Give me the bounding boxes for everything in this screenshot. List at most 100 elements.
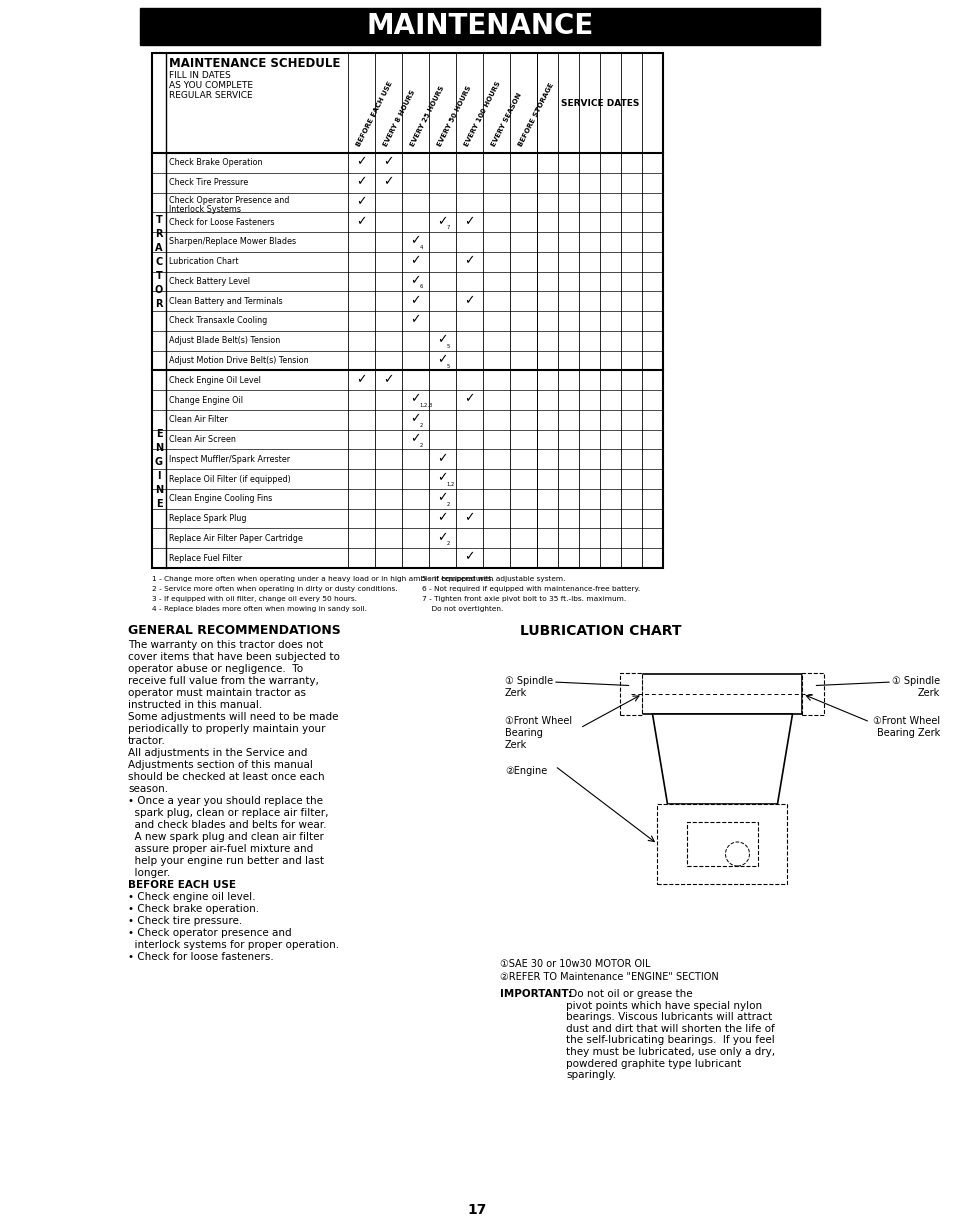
Text: ✓: ✓: [410, 413, 420, 425]
Text: ✓: ✓: [383, 156, 394, 168]
Text: SERVICE DATES: SERVICE DATES: [560, 98, 639, 108]
Text: REGULAR SERVICE: REGULAR SERVICE: [169, 91, 253, 99]
Text: help your engine run better and last: help your engine run better and last: [128, 856, 324, 866]
Text: assure proper air-fuel mixture and: assure proper air-fuel mixture and: [128, 844, 313, 853]
Text: Check Transaxle Cooling: Check Transaxle Cooling: [169, 317, 267, 325]
Text: Zerk: Zerk: [504, 740, 527, 750]
Text: Adjust Motion Drive Belt(s) Tension: Adjust Motion Drive Belt(s) Tension: [169, 356, 309, 365]
Bar: [152, 53, 662, 569]
Text: Check Operator Presence and: Check Operator Presence and: [169, 196, 289, 205]
Text: Clean Air Filter: Clean Air Filter: [169, 415, 228, 425]
Text: periodically to properly maintain your: periodically to properly maintain your: [128, 725, 325, 734]
Text: season.: season.: [128, 783, 168, 795]
Text: Check for Loose Fasteners: Check for Loose Fasteners: [169, 217, 274, 227]
Text: Inspect Muffler/Spark Arrester: Inspect Muffler/Spark Arrester: [169, 454, 290, 464]
Text: 2: 2: [419, 422, 422, 427]
Text: Adjustments section of this manual: Adjustments section of this manual: [128, 760, 313, 770]
Text: Do not oil or grease the
pivot points which have special nylon
bearings. Viscous: Do not oil or grease the pivot points wh…: [565, 989, 774, 1081]
Text: Bearing Zerk: Bearing Zerk: [876, 728, 939, 738]
Text: ✓: ✓: [410, 313, 420, 327]
Text: ②Engine: ②Engine: [504, 766, 547, 776]
Text: ✓: ✓: [383, 373, 394, 386]
Text: ✓: ✓: [410, 274, 420, 287]
Text: Replace Fuel Filter: Replace Fuel Filter: [169, 554, 242, 562]
Bar: [140, 9, 820, 45]
Text: IMPORTANT:: IMPORTANT:: [499, 989, 572, 1000]
Text: cover items that have been subjected to: cover items that have been subjected to: [128, 652, 339, 662]
Text: • Check engine oil level.: • Check engine oil level.: [128, 892, 255, 903]
Text: 5: 5: [446, 363, 450, 368]
Text: 6: 6: [419, 285, 422, 290]
Text: and check blades and belts for wear.: and check blades and belts for wear.: [128, 820, 326, 830]
Text: ✓: ✓: [436, 215, 447, 227]
Text: 5: 5: [446, 344, 450, 349]
Text: ✓: ✓: [355, 373, 366, 386]
Text: E
N
G
I
N
E: E N G I N E: [154, 430, 163, 510]
Text: operator abuse or negligence.  To: operator abuse or negligence. To: [128, 664, 303, 674]
Text: Interlock Systems: Interlock Systems: [169, 205, 241, 214]
Text: ✓: ✓: [464, 215, 475, 227]
Text: ✓: ✓: [436, 472, 447, 485]
Text: Adjust Blade Belt(s) Tension: Adjust Blade Belt(s) Tension: [169, 336, 280, 345]
Text: FILL IN DATES: FILL IN DATES: [169, 71, 231, 80]
Text: Zerk: Zerk: [504, 688, 527, 698]
Text: ✓: ✓: [355, 215, 366, 227]
Text: Some adjustments will need to be made: Some adjustments will need to be made: [128, 712, 338, 722]
Text: tractor.: tractor.: [128, 736, 166, 745]
Text: EVERY 8 HOURS: EVERY 8 HOURS: [382, 88, 416, 147]
Text: A new spark plug and clean air filter: A new spark plug and clean air filter: [128, 833, 323, 842]
Text: • Check brake operation.: • Check brake operation.: [128, 904, 259, 914]
Text: 7 - Tighten front axle pivot bolt to 35 ft.-lbs. maximum.: 7 - Tighten front axle pivot bolt to 35 …: [422, 596, 626, 602]
Text: Check Battery Level: Check Battery Level: [169, 278, 250, 286]
Text: Replace Air Filter Paper Cartridge: Replace Air Filter Paper Cartridge: [169, 534, 302, 543]
Text: Clean Engine Cooling Fins: Clean Engine Cooling Fins: [169, 495, 272, 503]
Text: 4 - Replace blades more often when mowing in sandy soil.: 4 - Replace blades more often when mowin…: [152, 605, 367, 612]
Bar: [619, 673, 641, 715]
Text: 2 - Service more often when operating in dirty or dusty conditions.: 2 - Service more often when operating in…: [152, 586, 397, 592]
Text: 2: 2: [446, 502, 450, 507]
Text: MAINTENANCE SCHEDULE: MAINTENANCE SCHEDULE: [169, 56, 340, 70]
Text: Check Engine Oil Level: Check Engine Oil Level: [169, 376, 260, 384]
Text: 7: 7: [446, 225, 450, 230]
Text: Replace Spark Plug: Replace Spark Plug: [169, 515, 246, 523]
Text: EVERY SEASON: EVERY SEASON: [490, 91, 522, 147]
Text: • Once a year you should replace the: • Once a year you should replace the: [128, 796, 323, 806]
Text: Change Engine Oil: Change Engine Oil: [169, 395, 243, 404]
Text: ✓: ✓: [410, 293, 420, 307]
Text: • Check tire pressure.: • Check tire pressure.: [128, 916, 242, 926]
Text: ✓: ✓: [410, 235, 420, 247]
Text: ✓: ✓: [436, 491, 447, 505]
Text: Clean Air Screen: Clean Air Screen: [169, 435, 235, 445]
Text: ✓: ✓: [464, 293, 475, 307]
Text: ✓: ✓: [436, 352, 447, 366]
Text: ✓: ✓: [436, 511, 447, 524]
Text: 1 - Change more often when operating under a heavy load or in high ambient tempe: 1 - Change more often when operating und…: [152, 576, 494, 582]
Text: ✓: ✓: [355, 156, 366, 168]
Text: ✓: ✓: [464, 393, 475, 405]
Text: EVERY 50 HOURS: EVERY 50 HOURS: [436, 85, 472, 147]
Text: ✓: ✓: [436, 452, 447, 465]
Text: Sharpen/Replace Mower Blades: Sharpen/Replace Mower Blades: [169, 237, 295, 247]
Text: longer.: longer.: [128, 868, 170, 878]
Text: ✓: ✓: [436, 333, 447, 346]
Text: ① Spindle: ① Spindle: [504, 675, 553, 686]
Text: ✓: ✓: [464, 254, 475, 268]
Text: The warranty on this tractor does not: The warranty on this tractor does not: [128, 640, 323, 650]
Bar: [657, 804, 786, 884]
Text: ✓: ✓: [383, 176, 394, 188]
Text: • Check operator presence and: • Check operator presence and: [128, 928, 292, 938]
Text: GENERAL RECOMMENDATIONS: GENERAL RECOMMENDATIONS: [128, 624, 340, 637]
Text: • Check for loose fasteners.: • Check for loose fasteners.: [128, 952, 274, 962]
Text: BEFORE EACH USE: BEFORE EACH USE: [128, 880, 235, 890]
Polygon shape: [652, 713, 792, 804]
Bar: [641, 674, 801, 713]
Text: All adjustments in the Service and: All adjustments in the Service and: [128, 748, 307, 758]
Text: 1,2,3: 1,2,3: [419, 403, 433, 408]
Text: BEFORE EACH USE: BEFORE EACH USE: [355, 80, 393, 147]
Text: 17: 17: [467, 1203, 486, 1217]
Text: Replace Oil Filter (if equipped): Replace Oil Filter (if equipped): [169, 474, 291, 484]
Text: MAINTENANCE: MAINTENANCE: [366, 12, 593, 41]
Text: 4: 4: [419, 244, 422, 251]
Text: 3 - If equipped with oil filter, change oil every 50 hours.: 3 - If equipped with oil filter, change …: [152, 596, 356, 602]
Text: ①Front Wheel: ①Front Wheel: [504, 716, 572, 726]
